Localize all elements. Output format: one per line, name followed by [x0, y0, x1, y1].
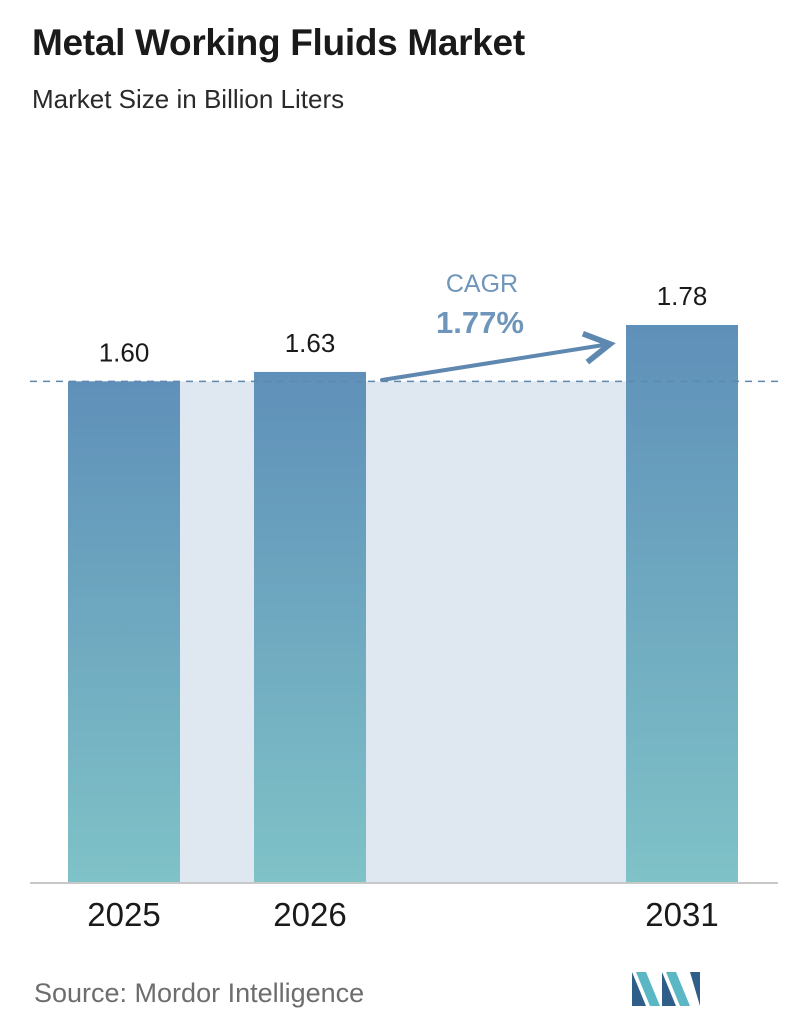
background-band-2	[366, 381, 626, 882]
mordor-intelligence-logo-icon	[632, 972, 700, 1006]
chart-title: Metal Working Fluids Market	[32, 22, 525, 63]
bar-2031	[626, 325, 738, 882]
bar-2025	[68, 381, 180, 882]
bars	[68, 325, 738, 882]
cagr-arrow	[380, 331, 616, 382]
value-labels: 1.60 1.63 1.78	[99, 281, 708, 367]
x-tick-label-2025: 2025	[87, 896, 160, 933]
x-tick-labels: 2025 2026 2031	[87, 896, 718, 933]
background-bands	[180, 381, 626, 882]
bar-2026	[254, 371, 366, 882]
background-band-1	[180, 381, 254, 882]
value-label-2026: 1.63	[285, 328, 336, 358]
chart-subtitle: Market Size in Billion Liters	[32, 84, 345, 114]
cagr-value: 1.77%	[436, 305, 524, 340]
x-tick-label-2026: 2026	[273, 896, 346, 933]
cagr-label: CAGR	[446, 270, 518, 298]
source-credit: Source: Mordor Intelligence	[34, 978, 365, 1008]
x-tick-label-2031: 2031	[645, 896, 718, 933]
value-label-2031: 1.78	[657, 281, 708, 311]
value-label-2025: 1.60	[99, 337, 150, 367]
